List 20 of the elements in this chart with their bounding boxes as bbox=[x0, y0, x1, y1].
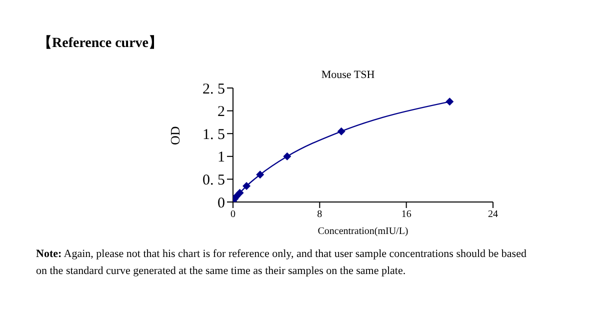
y-tick-label: 2. 5 bbox=[202, 81, 225, 98]
x-tick-label: 24 bbox=[488, 209, 498, 220]
point bbox=[236, 188, 244, 197]
x-axis-title: Concentration(mIU/L) bbox=[318, 226, 408, 237]
x-tick-label: 0 bbox=[230, 209, 236, 220]
y-axis-title: OD bbox=[168, 126, 183, 145]
y-tick-label: 2 bbox=[218, 104, 225, 120]
point bbox=[446, 98, 454, 106]
y-tick-label: 1 bbox=[218, 150, 225, 166]
text: Note: Again, please not that his chart is for reference only, and that user sample concentrations should be based on the standard curve generated at the same time as their samples on the same plate. bbox=[36, 247, 528, 279]
y-tick-label: 1. 5 bbox=[202, 126, 225, 143]
x-tick-label: 16 bbox=[401, 209, 412, 220]
y-tick-label: 0. 5 bbox=[202, 172, 225, 189]
chart-title: Mouse TSH bbox=[321, 69, 375, 81]
text: 【Reference curve】 bbox=[38, 34, 163, 52]
point bbox=[242, 182, 251, 190]
point bbox=[283, 152, 292, 160]
x-tick-label: 8 bbox=[317, 209, 322, 220]
point bbox=[256, 170, 264, 179]
point bbox=[337, 127, 346, 136]
